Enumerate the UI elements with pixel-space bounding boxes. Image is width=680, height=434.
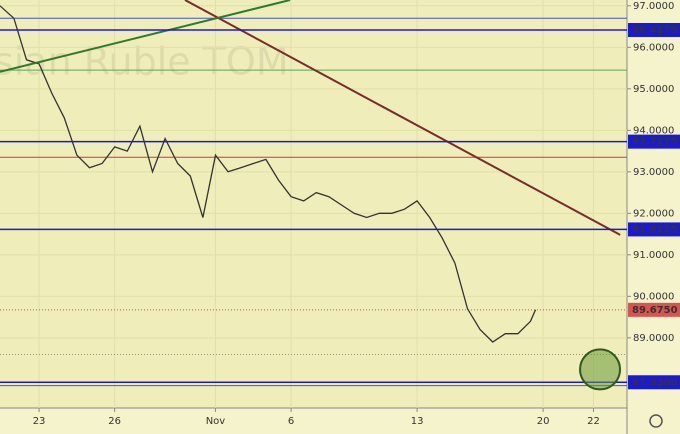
y-tick-label: 95.0000 (633, 84, 674, 95)
last-price-label: 89.6750 (632, 305, 678, 316)
level-label-bg (628, 22, 680, 37)
plot-bg (0, 0, 627, 408)
x-tick-label: 6 (288, 416, 294, 427)
level-label-bg (628, 375, 680, 390)
x-tick-label: 20 (537, 416, 550, 427)
y-tick-label: 92.0000 (633, 208, 674, 219)
target-circle (579, 348, 622, 391)
y-tick-label: 93.0000 (633, 167, 674, 178)
y-tick-label: 96.0000 (633, 42, 674, 53)
y-tick-label: 90.0000 (633, 291, 674, 302)
y-tick-label: 97.0000 (633, 1, 674, 12)
price-axis-bg (627, 0, 680, 434)
y-tick-label: 91.0000 (633, 250, 674, 261)
price-line (0, 5, 537, 343)
level-label: 96.4175 (632, 25, 678, 36)
trend-line (0, 0, 291, 73)
level-label-bg (628, 134, 680, 149)
y-tick-label: 89.0000 (633, 333, 674, 344)
level-label-bg (628, 222, 680, 237)
x-tick-label: Nov (206, 416, 226, 427)
level-label: 91.6125 (632, 224, 678, 235)
level-label: 87.9300 (632, 377, 678, 388)
y-tick-label: 94.0000 (633, 125, 674, 136)
x-tick-label: 22 (587, 416, 600, 427)
level-label: 93.7275 (632, 137, 678, 148)
x-tick-label: 13 (411, 416, 424, 427)
time-axis-bg (0, 408, 627, 434)
trend-line (184, 0, 621, 236)
settings-icon[interactable] (649, 414, 663, 428)
x-tick-label: 23 (33, 416, 46, 427)
x-tick-label: 26 (108, 416, 121, 427)
last-price-bg (628, 302, 680, 317)
